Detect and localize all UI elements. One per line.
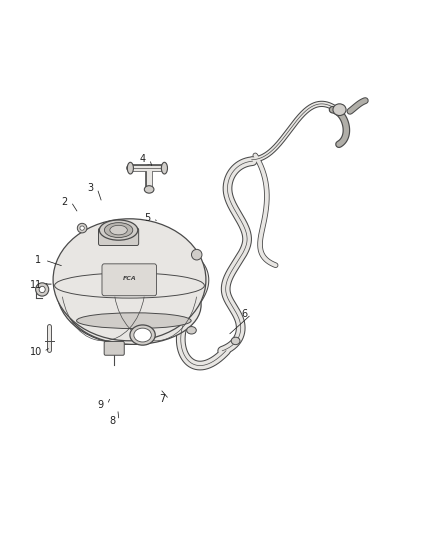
Ellipse shape [134, 328, 151, 342]
Ellipse shape [104, 223, 133, 238]
Text: 6: 6 [241, 309, 247, 319]
Text: 4: 4 [140, 154, 146, 164]
FancyBboxPatch shape [102, 264, 156, 296]
Ellipse shape [53, 219, 206, 341]
Ellipse shape [130, 325, 155, 345]
Ellipse shape [99, 220, 138, 240]
Ellipse shape [161, 163, 167, 174]
Text: 11: 11 [30, 280, 42, 290]
Ellipse shape [57, 237, 202, 344]
Text: 5: 5 [144, 213, 150, 223]
Ellipse shape [35, 283, 49, 296]
Ellipse shape [39, 286, 45, 293]
Ellipse shape [127, 163, 134, 174]
FancyBboxPatch shape [104, 342, 124, 356]
Ellipse shape [145, 185, 154, 193]
Ellipse shape [67, 265, 201, 344]
Text: 1: 1 [35, 255, 41, 265]
Text: 7: 7 [159, 394, 166, 405]
Ellipse shape [231, 337, 240, 345]
FancyBboxPatch shape [99, 228, 139, 246]
Ellipse shape [78, 223, 87, 233]
Ellipse shape [77, 313, 191, 328]
Text: 10: 10 [30, 346, 42, 357]
Text: 9: 9 [97, 400, 103, 410]
Text: FCA: FCA [123, 276, 136, 281]
Ellipse shape [187, 327, 196, 334]
Text: 8: 8 [109, 416, 115, 426]
Ellipse shape [110, 225, 127, 235]
Ellipse shape [333, 104, 346, 116]
Text: 3: 3 [87, 183, 93, 193]
Text: 2: 2 [61, 197, 67, 207]
Ellipse shape [80, 226, 84, 230]
Ellipse shape [191, 249, 202, 260]
